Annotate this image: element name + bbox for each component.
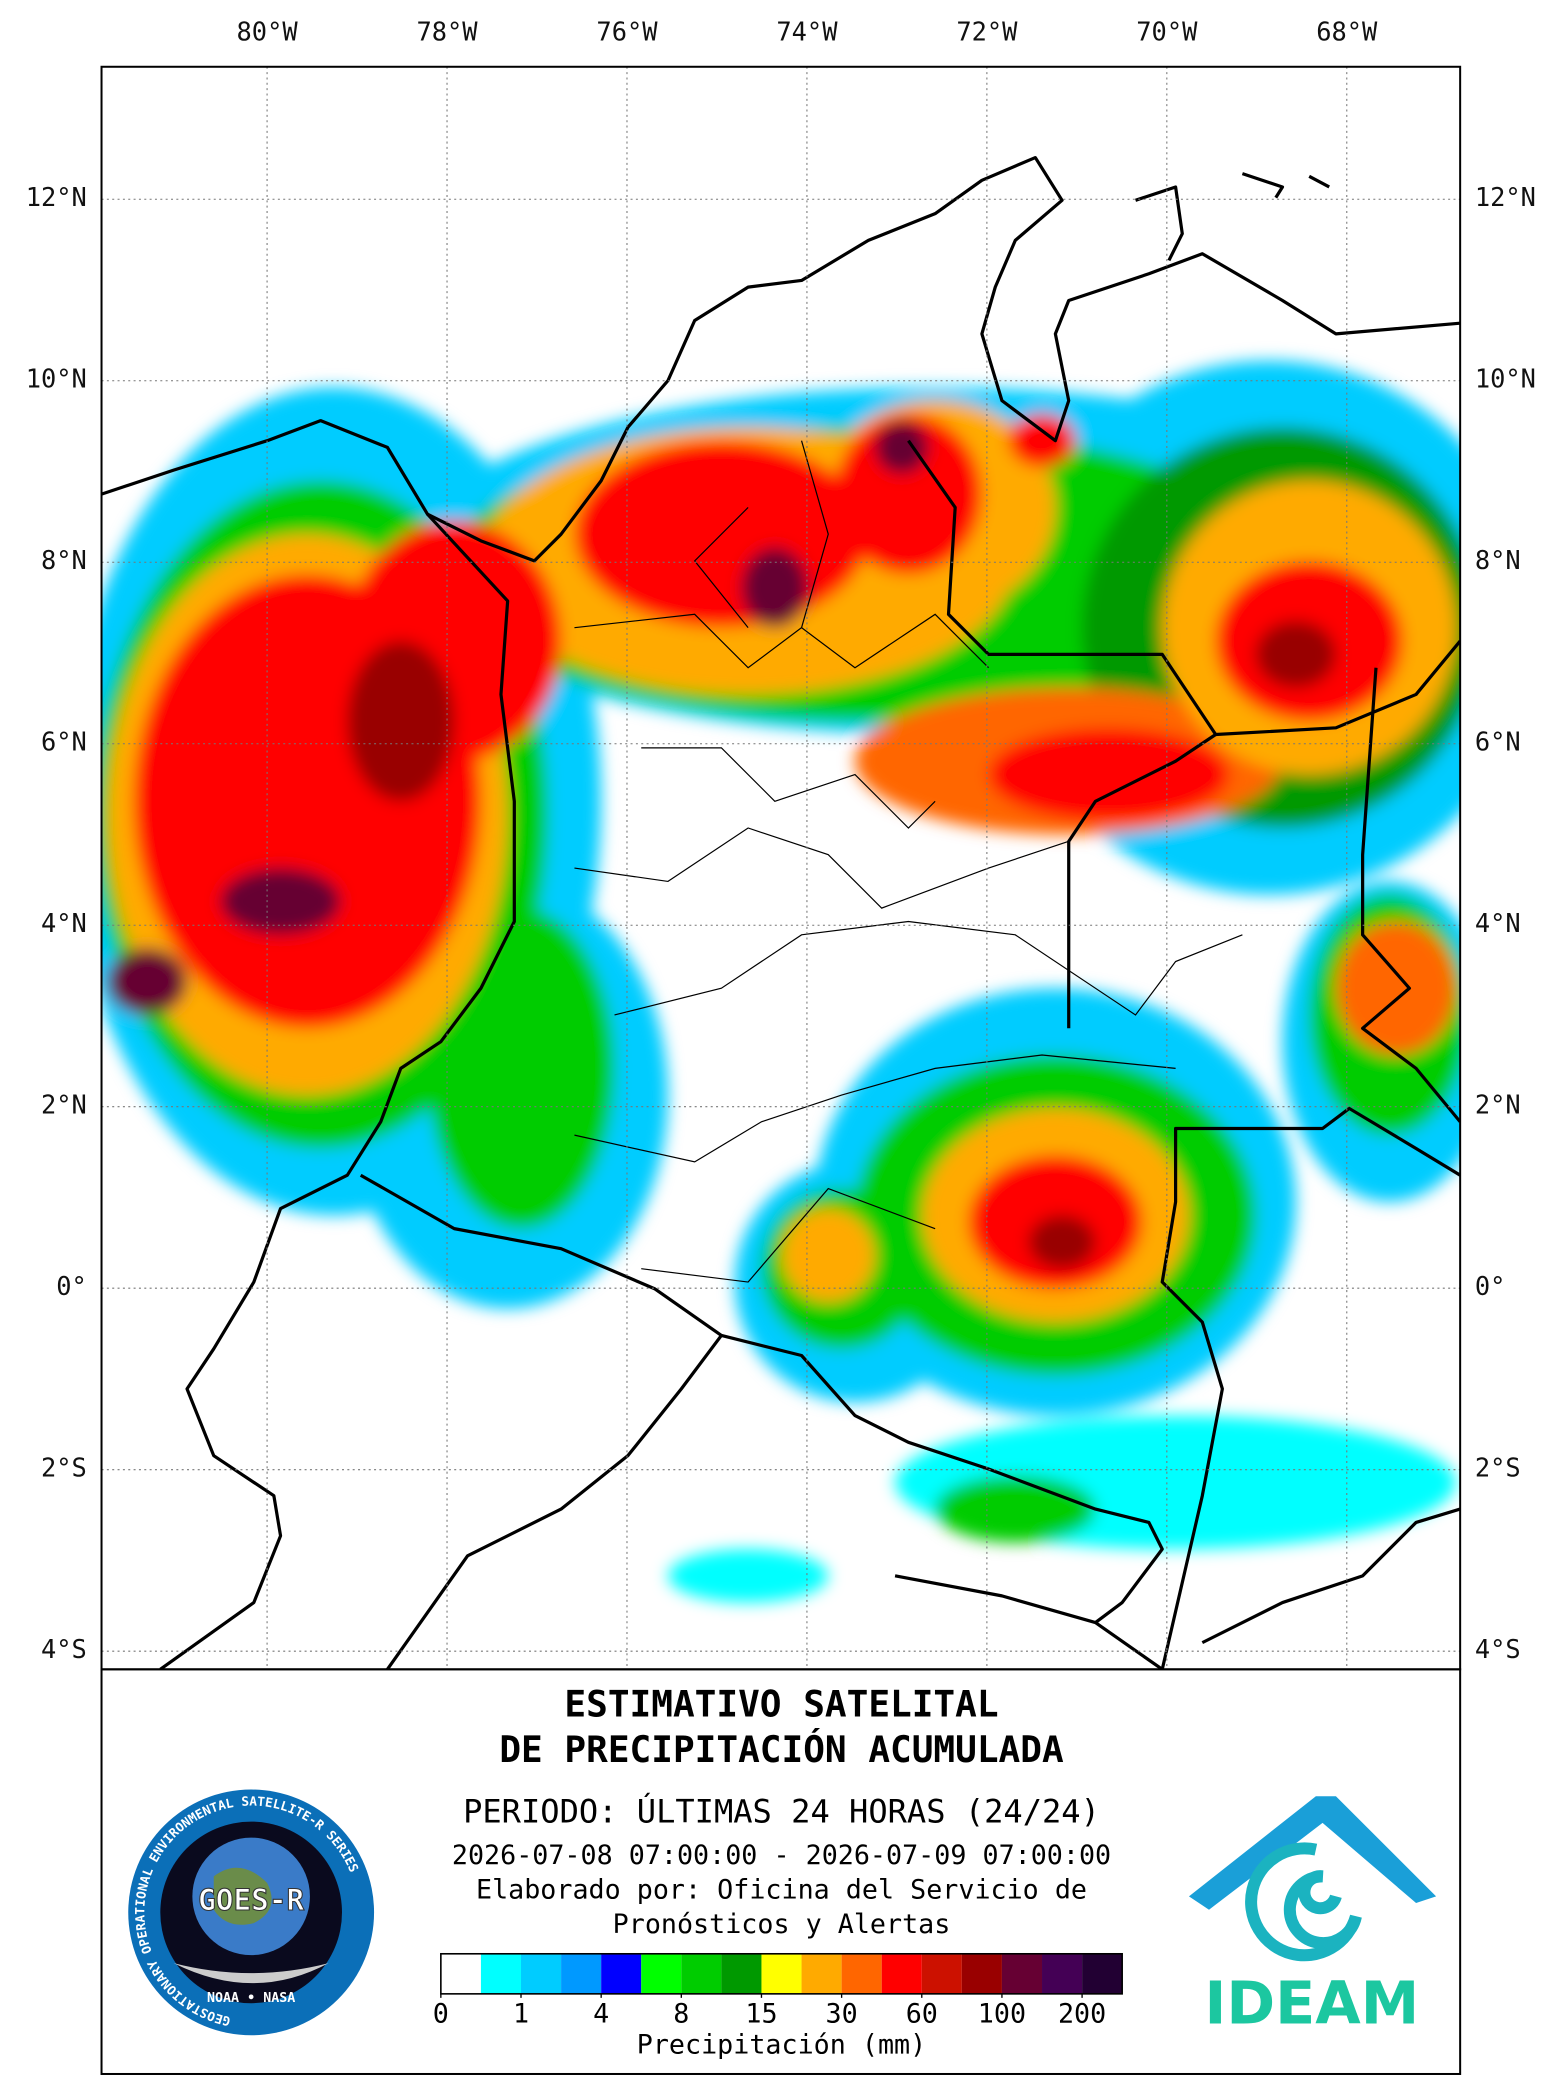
colorbar-tick-label: 1 xyxy=(513,1999,529,2030)
goes-logo: GEOSTATIONARY OPERATIONAL ENVIRONMENTAL … xyxy=(128,1789,375,2036)
colorbar-cell xyxy=(601,1953,642,1994)
lat-label: 2°N xyxy=(41,1090,87,1120)
lon-label: 78°W xyxy=(416,16,478,46)
lon-label: 72°W xyxy=(956,16,1018,46)
title-line: ESTIMATIVO SATELITAL xyxy=(564,1684,998,1726)
lat-label: 4°N xyxy=(1475,908,1521,938)
colorbar-frame xyxy=(440,1952,1123,1995)
colorbar-label: Precipitación (mm) xyxy=(637,2029,926,2060)
coastlines xyxy=(101,155,1461,1670)
credit: Elaborado por: Oficina del Servicio de xyxy=(476,1875,1087,1906)
graticule xyxy=(101,66,1461,1670)
ideam-logo: IDEAM xyxy=(1188,1796,1437,2037)
logo-roof xyxy=(1188,1796,1437,1910)
title-line: DE PRECIPITACIÓN ACUMULADA xyxy=(499,1729,1064,1771)
lat-label: 10°N xyxy=(26,364,87,394)
colorbar-tick-label: 15 xyxy=(745,1999,777,2030)
lat-label: 0° xyxy=(1475,1271,1506,1301)
colorbar-cell xyxy=(761,1953,802,1994)
colorbar-tick-label: 4 xyxy=(593,1999,609,2030)
colorbar-tick-label: 0 xyxy=(433,1999,449,2030)
goes-footer: NOAA • NASA xyxy=(207,1991,295,2006)
colorbar-cell xyxy=(561,1953,602,1994)
admin-borders xyxy=(574,440,1243,1283)
colorbar-tick-label: 100 xyxy=(978,1999,1026,2030)
ideam-text: IDEAM xyxy=(1204,1968,1419,2037)
colorbar-cell xyxy=(721,1953,762,1994)
colorbar-cell xyxy=(480,1953,522,1994)
lat-label: 6°N xyxy=(1475,727,1521,757)
colorbar-cell xyxy=(841,1953,882,1994)
logo-swoosh xyxy=(173,1963,329,1984)
lat-label: 8°N xyxy=(41,545,87,575)
colorbar-cell xyxy=(521,1953,562,1994)
colorbar-cell xyxy=(801,1953,842,1994)
lat-label: 4°S xyxy=(1475,1634,1521,1664)
colorbar-cell xyxy=(961,1953,1002,1994)
colorbar-tick-label: 200 xyxy=(1058,1999,1106,2030)
lat-label: 8°N xyxy=(1475,545,1521,575)
lat-label: 4°S xyxy=(41,1634,87,1664)
lat-label: 12°N xyxy=(26,182,87,212)
colorbar-cell xyxy=(921,1953,962,1994)
date-range: 2026-07-08 07:00:00 - 2026-07-09 07:00:0… xyxy=(452,1840,1111,1871)
logo-spiral xyxy=(1245,1842,1362,1962)
lat-label: 2°N xyxy=(1475,1090,1521,1120)
colorbar-cell xyxy=(681,1953,722,1994)
colorbar-cell xyxy=(1001,1953,1043,1994)
lat-label: 4°N xyxy=(41,908,87,938)
colorbar-tick-label: 30 xyxy=(826,1999,858,2030)
period: PERIODO: ÚLTIMAS 24 HORAS (24/24) xyxy=(463,1792,1100,1831)
lon-label: 80°W xyxy=(237,16,299,46)
lon-label: 74°W xyxy=(776,16,838,46)
logo-land xyxy=(213,1867,272,1925)
lat-label: 10°N xyxy=(1475,364,1536,394)
colorbar-cell xyxy=(641,1953,682,1994)
credit: Pronósticos y Alertas xyxy=(613,1909,951,1940)
lon-label: 68°W xyxy=(1316,16,1378,46)
lat-label: 2°S xyxy=(41,1453,87,1483)
colorbar-cell xyxy=(881,1953,922,1994)
colorbar-tick-label: 60 xyxy=(906,1999,938,2030)
lat-label: 12°N xyxy=(1475,182,1536,212)
colorbar-cell xyxy=(1042,1953,1083,1994)
lat-label: 6°N xyxy=(41,727,87,757)
lon-label: 70°W xyxy=(1136,16,1198,46)
info-panel xyxy=(100,1668,1462,2075)
lat-label: 2°S xyxy=(1475,1453,1521,1483)
map xyxy=(101,155,1461,1670)
goes-text: GOES-R xyxy=(198,1883,304,1917)
lon-label: 76°W xyxy=(596,16,658,46)
lat-label: 0° xyxy=(56,1271,87,1301)
precipitation-field xyxy=(101,360,1461,1603)
colorbar-cell xyxy=(440,1953,481,1994)
colorbar: 0 1 4 8 15 30 60 100 200 xyxy=(433,1952,1123,2030)
colorbar-cell xyxy=(1082,1953,1123,1994)
colorbar-tick-label: 8 xyxy=(673,1999,689,2030)
